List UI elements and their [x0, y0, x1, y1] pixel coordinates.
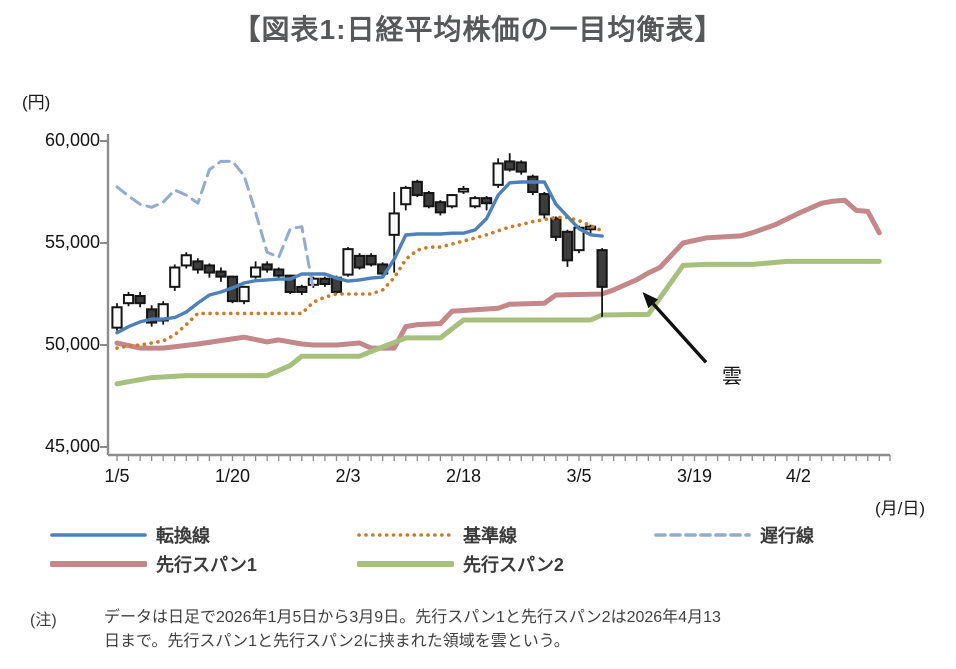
x-tick-label: 2/18 [445, 466, 482, 486]
note-prefix: (注) [30, 612, 57, 629]
candle-body [319, 277, 331, 286]
candle-body [215, 270, 227, 278]
candle-body [342, 248, 354, 276]
chart-title: 【図表1:日経平均株価の一目均衡表】 [232, 14, 724, 45]
legend-swatch-dashed [654, 533, 751, 537]
senkou-span1-line [114, 197, 882, 351]
x-tick-label: 1/5 [104, 466, 130, 486]
candle-body [504, 160, 516, 171]
candle-body [457, 187, 470, 193]
y-tick-label: 55,000 [44, 232, 100, 252]
x-tick-label: 1/20 [214, 466, 251, 486]
candle-body [411, 180, 423, 197]
legend-label: 転換線 [156, 526, 210, 546]
candle-body [550, 217, 562, 238]
candle-body [203, 264, 216, 274]
y-tick-label: 50,000 [44, 334, 100, 354]
candle-body [180, 254, 192, 267]
candle-body [446, 194, 458, 208]
candle-body [481, 197, 493, 205]
candle-body [434, 201, 446, 214]
legend-label: 遅行線 [760, 526, 814, 546]
candle-body [146, 308, 158, 324]
candle-body [400, 186, 412, 206]
kijun-line [115, 215, 604, 350]
legend-swatch-solid [50, 533, 147, 537]
legend-label: 先行スパン2 [463, 555, 564, 575]
candle-body [596, 249, 608, 288]
candle-body [296, 285, 308, 293]
x-tick-label: 3/19 [676, 466, 713, 486]
legend-swatch-dotted [357, 533, 454, 537]
candle-body [238, 285, 250, 303]
candle-body [169, 266, 181, 288]
legend-item-先行スパン2: 先行スパン2 [357, 553, 564, 575]
x-tick-label: 2/3 [335, 466, 361, 486]
cloud-annotation-label: 雲 [722, 366, 742, 388]
candle-body [261, 263, 273, 271]
candle-body [353, 254, 366, 269]
legend-item-先行スパン1: 先行スパン1 [50, 553, 257, 575]
legend-label: 先行スパン1 [156, 555, 257, 575]
senkou-span2-line [114, 258, 882, 387]
x-tick-label: 4/2 [785, 466, 811, 486]
candle-body [423, 192, 435, 208]
candle-body [515, 161, 527, 173]
y-tick-label: 45,000 [44, 436, 100, 456]
candle-body [584, 225, 597, 231]
tenkan-line [115, 180, 604, 335]
candle-body [111, 306, 123, 329]
candle-body [469, 197, 481, 208]
legend-label: 基準線 [463, 526, 517, 546]
candle-body [192, 260, 204, 271]
legend-item-転換線: 転換線 [50, 524, 210, 546]
x-tick-label: 3/5 [566, 466, 592, 486]
candle-body [492, 162, 504, 186]
candle-body [365, 254, 377, 266]
cloud-arrow-head [642, 292, 659, 309]
candle-body [538, 193, 550, 216]
note-line-1: データは日足で2026年1月5日から3月9日。先行スパン1と先行スパン2は202… [104, 609, 721, 626]
legend-item-基準線: 基準線 [357, 524, 517, 546]
legend-swatch-thick [357, 561, 454, 567]
candle-body [527, 175, 539, 193]
x-axis-unit-label: (月/日) [874, 499, 925, 518]
candle-body [388, 212, 400, 236]
legend-item-遅行線: 遅行線 [654, 524, 814, 546]
candle-body [122, 294, 135, 305]
cloud-arrow-shaft [651, 302, 708, 364]
y-axis-unit-label: (円) [22, 93, 51, 112]
candle-body [284, 274, 296, 293]
note-text: データは日足で2026年1月5日から3月9日。先行スパン1と先行スパン2は202… [104, 606, 950, 654]
candle-body [561, 230, 574, 262]
legend-swatch-thick [50, 561, 147, 567]
note-line-2: 日まで。先行スパン1と先行スパン2に挟まれた領域を雲という。 [104, 633, 570, 650]
candle-body [134, 295, 146, 305]
candle-body [273, 268, 285, 277]
chikou-line [115, 159, 315, 292]
y-tick-label: 60,000 [44, 130, 100, 150]
candle-body [250, 266, 262, 278]
